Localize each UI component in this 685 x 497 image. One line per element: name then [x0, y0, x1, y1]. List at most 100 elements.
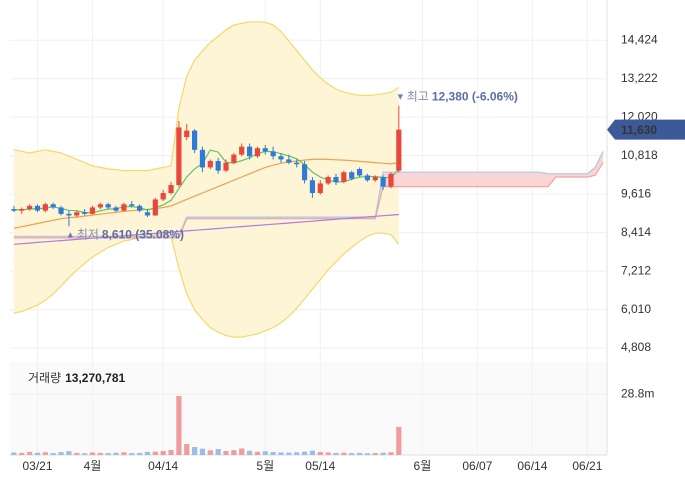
- volume-bar: [27, 451, 33, 455]
- candle-body: [396, 129, 402, 171]
- volume-bar: [294, 452, 300, 455]
- volume-bar: [301, 451, 308, 455]
- volume-bar: [215, 449, 221, 455]
- volume-bar: [199, 448, 206, 455]
- volume-bar: [380, 452, 386, 455]
- x-tick-label: 06/21: [572, 459, 602, 473]
- candle-body: [184, 130, 190, 138]
- volume-tick-label: 28.8m: [621, 386, 654, 400]
- candle-body: [215, 161, 221, 171]
- annotation-value: 8,610 (35.08%): [102, 228, 184, 242]
- candle-body: [246, 146, 253, 157]
- volume-bar: [278, 452, 284, 455]
- volume-bar: [168, 449, 174, 455]
- volume-bar: [207, 450, 213, 455]
- candle-body: [294, 162, 300, 165]
- y-tick-label: 9,616: [621, 186, 651, 200]
- candle-body: [27, 205, 33, 210]
- volume-bar: [349, 453, 355, 455]
- volume-bar: [372, 453, 378, 455]
- candle-body: [309, 180, 316, 194]
- y-tick-label: 4,808: [621, 340, 651, 354]
- candle-body: [317, 183, 323, 194]
- candle-body: [97, 204, 103, 208]
- y-tick-label: 10,818: [621, 148, 658, 162]
- volume-bar: [105, 453, 111, 455]
- candle-body: [333, 177, 339, 182]
- candle-body: [105, 204, 111, 208]
- candle-body: [121, 204, 127, 211]
- volume-bar: [152, 451, 158, 455]
- candle-body: [176, 127, 182, 186]
- y-tick-label: 6,010: [621, 302, 651, 316]
- band-upper-line: [13, 21, 400, 172]
- band-area: [13, 21, 399, 338]
- y-tick-label: 13,222: [621, 71, 658, 85]
- candle-body: [380, 177, 386, 187]
- candle-body: [364, 175, 371, 181]
- volume-bar: [19, 452, 25, 455]
- volume-title: 거래량: [28, 371, 61, 385]
- volume-bar: [66, 451, 72, 455]
- volume-bar: [356, 452, 363, 455]
- candle-body: [207, 161, 213, 168]
- candle-body: [301, 164, 308, 181]
- volume-bar: [176, 396, 182, 455]
- candle-body: [325, 177, 331, 184]
- y-tick-label: 14,424: [621, 32, 658, 46]
- volume-bar: [231, 450, 237, 455]
- candle-body: [113, 207, 119, 211]
- volume-bar: [160, 450, 166, 455]
- volume-bar: [341, 452, 347, 455]
- x-tick-label: 4월: [84, 459, 102, 473]
- x-tick-label: 5월: [256, 459, 274, 473]
- candle-body: [160, 193, 166, 200]
- x-tick-label: 06/14: [517, 459, 547, 473]
- volume-bar: [333, 452, 339, 455]
- volume-bar: [129, 453, 135, 455]
- annotation-label: 최고: [407, 90, 429, 104]
- volume-bar: [144, 451, 151, 455]
- annotation-value: 12,380 (-6.06%): [432, 90, 518, 104]
- candle-body: [286, 159, 292, 163]
- band-lower-line: [13, 232, 400, 338]
- volume-bar: [396, 426, 402, 455]
- volume-bar: [82, 453, 88, 455]
- annotation: ▼ 최고 12,380 (-6.06%): [396, 90, 518, 104]
- candle-body: [89, 207, 96, 214]
- volume-bar: [191, 446, 198, 455]
- candle-body: [223, 162, 229, 171]
- candle-body: [152, 199, 158, 216]
- candle-body: [231, 154, 237, 163]
- x-tick-label: 04/14: [148, 459, 178, 473]
- volume-bar: [42, 452, 48, 455]
- candle-body: [34, 205, 41, 211]
- candle-body: [50, 204, 56, 208]
- indicator-line: [13, 213, 399, 245]
- candle-body: [58, 207, 64, 214]
- volume-bar: [317, 452, 323, 455]
- volume-value-label: 13,270,781: [65, 371, 125, 385]
- candle-body: [356, 169, 363, 176]
- volume-bar: [223, 450, 229, 455]
- candle-body: [74, 212, 80, 216]
- volume-bar: [270, 452, 276, 455]
- candle-body: [42, 204, 48, 211]
- volume-bar: [74, 452, 80, 455]
- annotation: ▲ 최저 8,610 (35.08%): [66, 228, 184, 242]
- candle-body: [66, 213, 72, 216]
- candle-body: [129, 204, 135, 206]
- x-tick-label: 03/21: [22, 459, 52, 473]
- x-tick-label: 05/14: [305, 459, 335, 473]
- volume-panel: [10, 362, 607, 455]
- volume-bar: [113, 452, 119, 455]
- volume-header: 거래량 13,270,781: [28, 371, 126, 385]
- candle-body: [254, 148, 261, 157]
- band-lower-line: [13, 162, 604, 239]
- volume-bar: [364, 453, 371, 455]
- annotation-marker: ▲: [66, 230, 75, 240]
- candle-body: [349, 172, 355, 179]
- volume-bar: [388, 452, 394, 455]
